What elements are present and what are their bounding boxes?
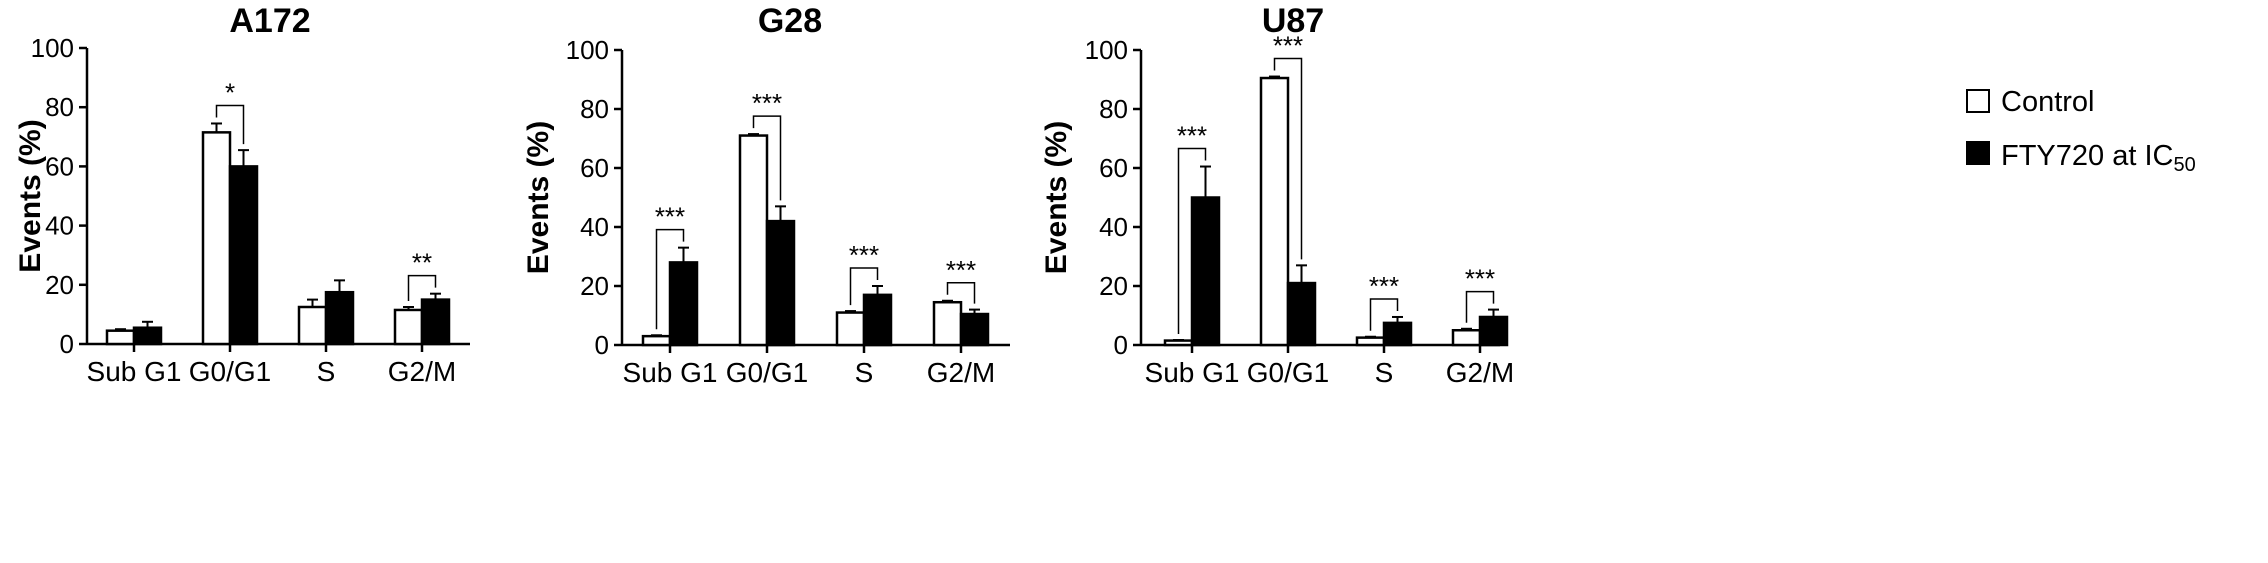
bar-control-0 <box>1163 339 1194 347</box>
chart-panel-u87: U87 Events (%) 0 20 40 60 80 100 Sub G1 *** G0/G1 *… <box>1040 2 1514 388</box>
y-tick-label: 0 <box>60 329 74 359</box>
chart-panel-a172: A172 Events (%) 0 20 40 60 80 100 Sub G1 G0/G1 * S G… <box>14 2 470 387</box>
x-tick-label: G2/M <box>388 356 456 387</box>
legend-label-subscript: 50 <box>2173 154 2195 176</box>
x-tick-label: Sub G1 <box>87 356 182 387</box>
significance-bracket <box>407 274 437 301</box>
y-tick-label: 100 <box>1085 35 1128 65</box>
bar-control-3 <box>932 300 963 347</box>
bar-fty720-2 <box>324 290 355 346</box>
bar-fty720-2 <box>862 293 893 347</box>
chart-title: U87 <box>1262 2 1324 40</box>
chart-panel-g28: G28 Events (%) 0 20 40 60 80 100 Sub G1 *** G0/G1 *… <box>522 2 1010 388</box>
bar-fty720-3 <box>1478 315 1509 347</box>
legend-label-control: Control <box>2001 86 2095 118</box>
x-tick-label: G0/G1 <box>189 356 271 387</box>
significance-label: * <box>225 77 235 107</box>
x-tick-label: S <box>855 357 874 388</box>
legend-swatch-fty720 <box>1966 141 1990 165</box>
bar-fty720-0 <box>132 326 163 346</box>
significance-bracket <box>752 115 782 201</box>
legend: Control FTY720 at IC50 <box>1966 86 2196 176</box>
y-tick-label: 20 <box>580 271 609 301</box>
y-tick-label: 0 <box>1114 330 1128 360</box>
significance-bracket <box>1273 57 1303 260</box>
bar-control-0 <box>105 329 136 346</box>
bar-control-2 <box>297 305 328 346</box>
y-axis-label: Events (%) <box>522 121 555 274</box>
x-tick-label: G0/G1 <box>1247 357 1329 388</box>
y-tick-label: 60 <box>580 153 609 183</box>
significance-bracket <box>849 267 879 306</box>
bar-control-2 <box>835 311 866 347</box>
bar-fty720-0 <box>668 261 699 347</box>
x-tick-label: Sub G1 <box>623 357 718 388</box>
y-tick-label: 60 <box>1099 153 1128 183</box>
bar-fty720-0 <box>1190 196 1221 347</box>
bar-fty720-1 <box>228 165 259 346</box>
significance-bracket <box>655 228 685 330</box>
legend-label-fty720: FTY720 at IC50 <box>2001 140 2196 176</box>
y-tick-label: 100 <box>566 35 609 65</box>
x-tick-label: S <box>1375 357 1394 388</box>
x-tick-label: G2/M <box>927 357 995 388</box>
bar-control-3 <box>393 308 424 346</box>
bar-fty720-1 <box>765 219 796 347</box>
y-axis-label: Events (%) <box>14 119 47 272</box>
bar-control-1 <box>738 134 769 347</box>
bar-fty720-1 <box>1286 281 1317 347</box>
y-tick-label: 40 <box>45 211 74 241</box>
significance-label: *** <box>1177 121 1207 151</box>
x-tick-label: S <box>317 356 336 387</box>
significance-label: *** <box>1465 264 1495 294</box>
significance-label: *** <box>946 255 976 285</box>
significance-label: *** <box>1369 271 1399 301</box>
y-tick-label: 80 <box>45 92 74 122</box>
bar-control-2 <box>1355 336 1386 347</box>
bar-control-3 <box>1451 329 1482 347</box>
y-axis-label: Events (%) <box>1040 121 1073 274</box>
y-tick-label: 20 <box>1099 271 1128 301</box>
significance-bracket <box>1369 298 1399 331</box>
y-tick-label: 80 <box>580 94 609 124</box>
bar-fty720-2 <box>1382 321 1413 347</box>
x-tick-label: G0/G1 <box>726 357 808 388</box>
significance-bracket <box>946 282 976 304</box>
y-tick-label: 100 <box>31 33 74 63</box>
significance-label: *** <box>849 240 879 270</box>
legend-swatch-control <box>1966 89 1990 113</box>
chart-title: A172 <box>229 2 310 40</box>
significance-label: *** <box>655 202 685 232</box>
chart-title: G28 <box>758 2 822 40</box>
significance-bracket <box>1177 147 1207 334</box>
significance-label: *** <box>1273 31 1303 61</box>
bar-control-0 <box>641 334 672 347</box>
y-tick-label: 40 <box>1099 212 1128 242</box>
y-tick-label: 0 <box>595 330 609 360</box>
bar-control-1 <box>1259 76 1290 347</box>
significance-label: *** <box>752 88 782 118</box>
significance-label: ** <box>412 248 432 278</box>
bar-fty720-3 <box>420 298 451 346</box>
x-tick-label: G2/M <box>1446 357 1514 388</box>
bar-fty720-3 <box>959 312 990 347</box>
y-tick-label: 20 <box>45 270 74 300</box>
y-tick-label: 40 <box>580 212 609 242</box>
significance-bracket <box>215 104 245 145</box>
bar-control-1 <box>201 131 232 346</box>
y-tick-label: 80 <box>1099 94 1128 124</box>
y-tick-label: 60 <box>45 151 74 181</box>
x-tick-label: Sub G1 <box>1145 357 1240 388</box>
significance-bracket <box>1465 290 1495 323</box>
